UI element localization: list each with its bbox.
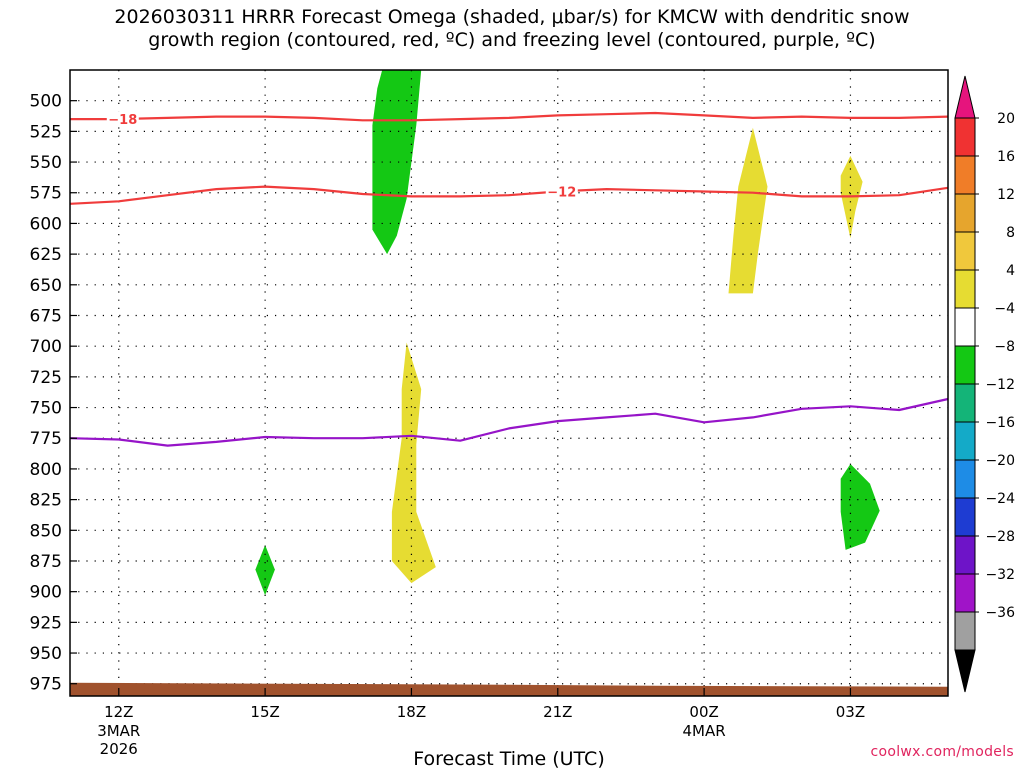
shaded-upward-motion-15Z — [255, 545, 275, 596]
colorbar-swatch-7 — [954, 383, 976, 423]
y-tick-label-700: 700 — [30, 337, 62, 357]
colorbar-label-10: −24 — [985, 491, 1015, 507]
x-tick-sublabel-00Z: 4MAR — [683, 722, 726, 740]
shaded-upward-motion-18Z-upper — [372, 70, 422, 255]
x-tick-label-21Z: 21Z — [543, 703, 572, 721]
contour-label-1: −12 — [547, 186, 576, 201]
chart-title-line-2: growth region (contoured, red, ºC) and f… — [148, 29, 876, 51]
colorbar-swatch-1 — [954, 155, 976, 195]
terrain-layer — [70, 682, 948, 696]
colorbar-label-4: 4 — [1006, 263, 1015, 279]
y-tick-label-550: 550 — [30, 153, 62, 173]
colorbar-swatch-6 — [954, 345, 976, 385]
y-tick-label-900: 900 — [30, 583, 62, 603]
y-tick-label-725: 725 — [30, 368, 62, 388]
y-tick-label-600: 600 — [30, 214, 62, 234]
y-tick-label-850: 850 — [30, 521, 62, 541]
colorbar-label-12: −32 — [985, 567, 1015, 583]
colorbar-label-11: −28 — [985, 529, 1015, 545]
colorbar-swatch-10 — [954, 497, 976, 537]
y-tick-label-500: 500 — [30, 92, 62, 112]
y-axis: 500 525 550 575 600 625 650 675 700 725 750 775 800 8… — [30, 92, 77, 695]
chart-title: 2026030311 HRRR Forecast Omega (shaded, … — [0, 6, 1024, 52]
plot-frame — [69, 69, 949, 697]
colorbar-label-8: −16 — [985, 415, 1015, 431]
y-tick-label-525: 525 — [30, 122, 62, 142]
colorbar-swatch-12 — [954, 573, 976, 613]
y-tick-label-675: 675 — [30, 306, 62, 326]
y-tick-label-575: 575 — [30, 184, 62, 204]
x-axis-label: Forecast Time (UTC) — [413, 748, 604, 768]
colorbar-bottom-arrow — [954, 649, 976, 693]
y-tick-label-625: 625 — [30, 245, 62, 265]
colorbar-swatch-8 — [954, 421, 976, 461]
x-tick-label-00Z: 00Z — [689, 703, 718, 721]
x-tick-label-03Z: 03Z — [836, 703, 865, 721]
y-tick-label-800: 800 — [30, 460, 62, 480]
colorbar-label-2: 12 — [997, 187, 1015, 203]
shaded-downward-motion-18Z-lower — [391, 342, 436, 584]
colorbar-label-5: −4 — [994, 301, 1015, 317]
credit-text: coolwx.com/models — [870, 744, 1014, 760]
y-tick-label-825: 825 — [30, 491, 62, 511]
chart-title-line-1: 2026030311 HRRR Forecast Omega (shaded, … — [114, 6, 910, 28]
colorbar-label-6: −8 — [994, 339, 1015, 355]
contour-layer: −18 −12 — [69, 111, 949, 447]
y-tick-label-650: 650 — [30, 276, 62, 296]
colorbar: 20 16 12 8 4 −4 −8 −12 −16 −20 −24 −28 −32 −36 — [954, 75, 1015, 693]
x-tick-sublabel-12Z: 3MAR — [97, 722, 140, 740]
colorbar-label-7: −12 — [985, 377, 1015, 393]
colorbar-swatch-0 — [954, 117, 976, 157]
contour-line-1 — [69, 185, 949, 205]
contour-line-2 — [69, 397, 949, 447]
x-tick-label-12Z: 12Z — [104, 703, 133, 721]
x-tick-sublabel2-12Z: 2026 — [100, 740, 138, 758]
contour-label-bg-0 — [106, 111, 139, 127]
shaded-upward-motion-03Z — [840, 464, 880, 550]
y-tick-label-750: 750 — [30, 399, 62, 419]
y-tick-label-925: 925 — [30, 613, 62, 633]
contour-label-0: −18 — [108, 113, 137, 128]
colorbar-top-arrow — [954, 75, 976, 119]
shaded-downward-motion-01Z — [728, 127, 768, 294]
x-tick-label-18Z: 18Z — [397, 703, 426, 721]
contour-label-bg-1 — [545, 183, 578, 199]
colorbar-swatch-9 — [954, 459, 976, 499]
colorbar-label-3: 8 — [1006, 225, 1015, 241]
terrain-fill — [70, 682, 948, 696]
colorbar-swatch-13 — [954, 611, 976, 651]
colorbar-swatch-5 — [954, 307, 976, 347]
colorbar-label-0: 20 — [997, 111, 1015, 127]
grid-layer — [70, 70, 948, 696]
colorbar-swatch-2 — [954, 193, 976, 233]
omega-shading-layer — [255, 70, 880, 596]
contour-line-0 — [70, 111, 949, 122]
y-tick-label-875: 875 — [30, 552, 62, 572]
y-tick-label-950: 950 — [30, 644, 62, 664]
colorbar-swatch-11 — [954, 535, 976, 575]
y-tick-label-975: 975 — [30, 675, 62, 695]
x-tick-label-15Z: 15Z — [250, 703, 279, 721]
colorbar-label-13: −36 — [985, 605, 1015, 621]
colorbar-swatch-4 — [954, 269, 976, 309]
y-tick-label-775: 775 — [30, 429, 62, 449]
colorbar-label-9: −20 — [985, 453, 1015, 469]
colorbar-swatch-3 — [954, 231, 976, 271]
colorbar-label-1: 16 — [997, 149, 1015, 165]
